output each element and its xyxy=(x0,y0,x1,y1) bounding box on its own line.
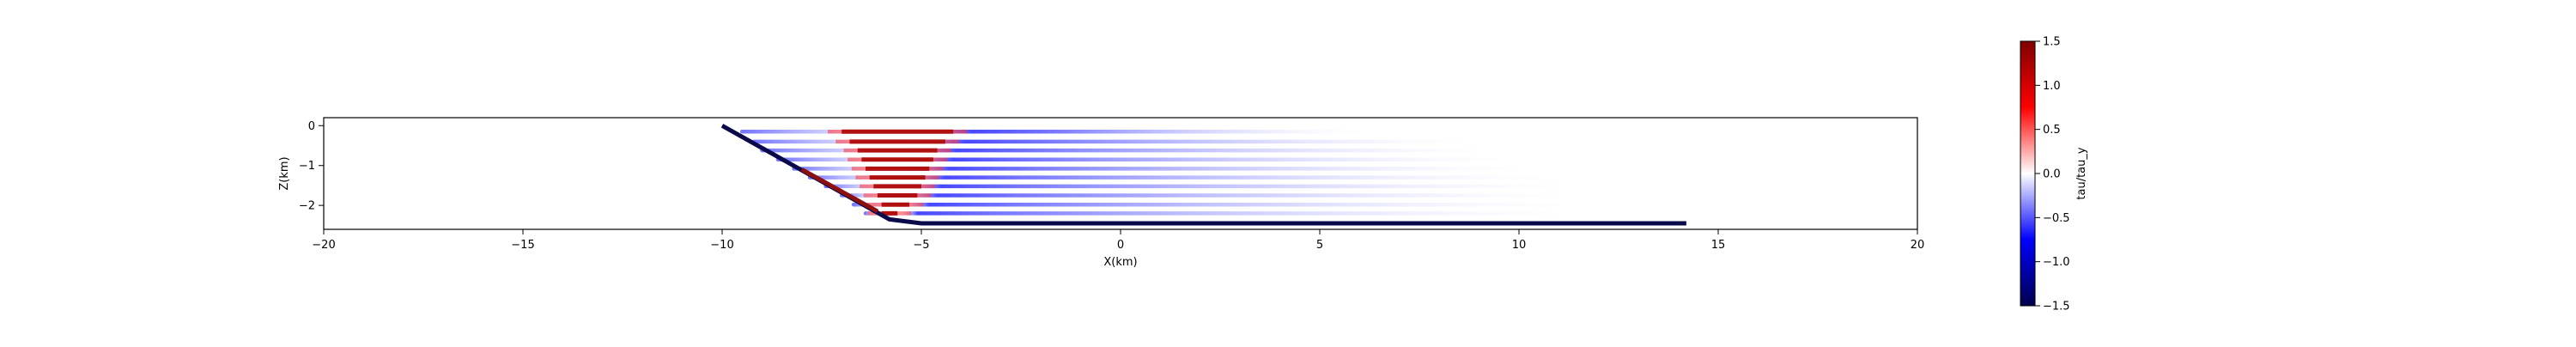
stress-layers xyxy=(739,129,1561,216)
y-tick-label: −1 xyxy=(299,160,315,173)
colorbar-label: tau/tau_y xyxy=(2075,147,2088,199)
colorbar-tick-label: 1.0 xyxy=(2043,80,2061,93)
colorbar-ticks: 1.5 1.0 0.5 0.0 −0.5 −1.0 −1.5 xyxy=(2035,36,2070,314)
colorbar-tick-label: 1.5 xyxy=(2043,36,2061,49)
x-tick-label: 5 xyxy=(1316,239,1323,252)
x-tick-label: 15 xyxy=(1711,239,1726,252)
x-tick-label: 0 xyxy=(1117,239,1124,252)
colorbar-tick-label: 0.5 xyxy=(2043,124,2061,137)
fault-group xyxy=(720,124,1686,226)
x-tick-label: 10 xyxy=(1512,239,1527,252)
x-axis-label: X(km) xyxy=(1103,256,1137,269)
x-tick-label: −10 xyxy=(710,239,733,252)
colorbar-tick-label: −0.5 xyxy=(2043,212,2070,225)
y-tick-label: −2 xyxy=(299,200,315,213)
y-tick-label: 0 xyxy=(308,120,315,133)
y-axis-label: Z(km) xyxy=(278,156,291,190)
colorbar-tick-label: 0.0 xyxy=(2043,168,2061,181)
x-tick-label: 20 xyxy=(1911,239,1925,252)
colorbar-tick-label: −1.5 xyxy=(2043,301,2070,314)
x-tick-label: −20 xyxy=(312,239,335,252)
x-tick-label: −15 xyxy=(511,239,534,252)
y-axis-ticks: 0 −1 −2 xyxy=(299,120,324,213)
fault-stressed-segment xyxy=(800,167,879,214)
x-tick-label: −5 xyxy=(913,239,929,252)
x-axis-ticks: −20 −15 −10 −5 0 5 10 15 20 xyxy=(312,229,1924,252)
colorbar xyxy=(2020,40,2036,307)
colorbar-tick-label: −1.0 xyxy=(2043,256,2070,269)
